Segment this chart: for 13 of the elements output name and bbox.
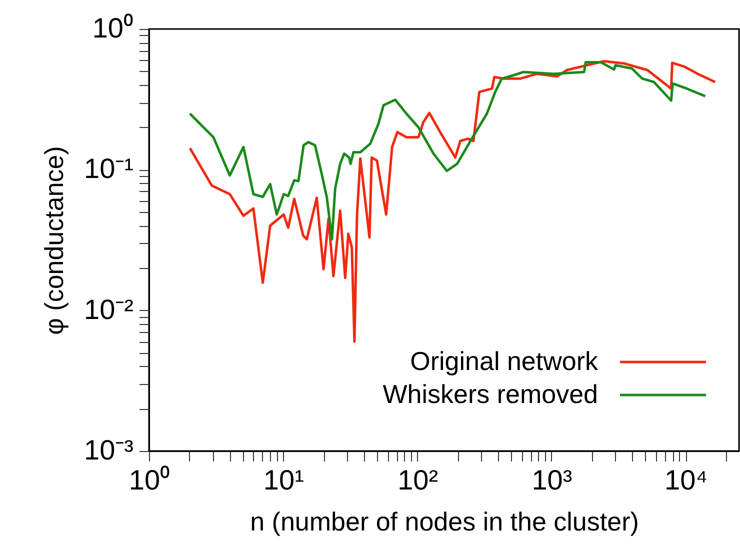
legend-label: Whiskers removed [382, 379, 598, 409]
y-tick-label: 10⁻² [84, 294, 134, 325]
x-tick-label: 10³ [532, 464, 572, 496]
x-axis-title: n (number of nodes in the cluster) [250, 506, 639, 536]
x-tick-label: 10⁰ [128, 464, 170, 496]
x-tick-label: 10⁴ [664, 464, 708, 496]
y-tick-label: 10⁻¹ [84, 153, 134, 184]
legend-label: Original network [410, 346, 599, 376]
y-axis-title: φ (conductance) [39, 146, 70, 335]
x-tick-label: 10² [398, 464, 438, 496]
x-tick-label: 10¹ [263, 464, 304, 496]
y-tick-label: 10⁻³ [84, 434, 134, 466]
y-tick-label: 10⁰ [92, 12, 134, 44]
